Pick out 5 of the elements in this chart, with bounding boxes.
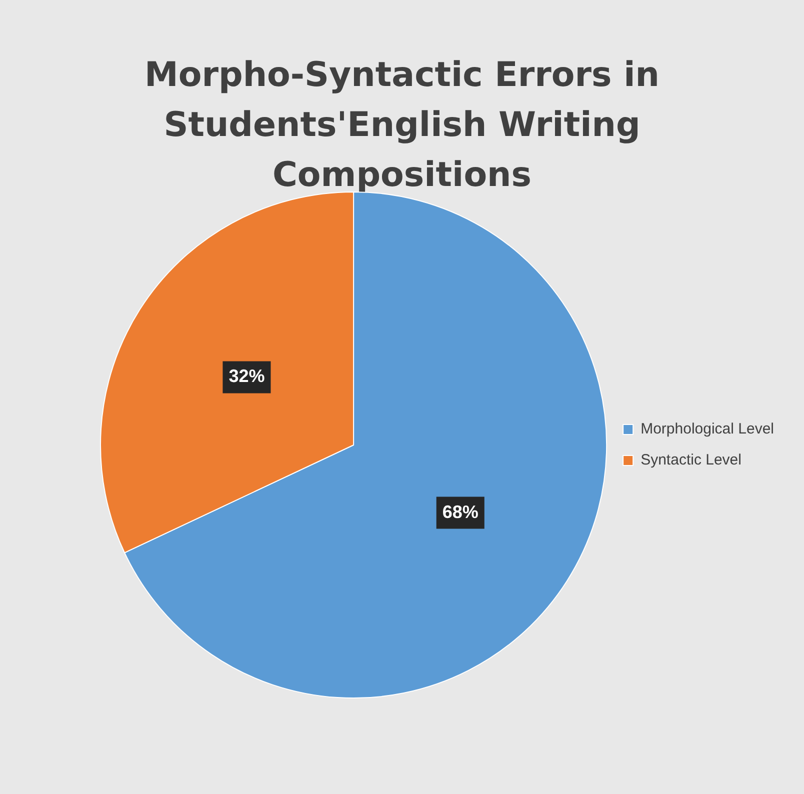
legend-label: Morphological Level — [640, 420, 774, 438]
data-label: 32% — [228, 366, 265, 386]
legend-label: Syntactic Level — [640, 452, 742, 469]
chart-title: Morpho-Syntactic Errors in Students'English Writing Compositions — [144, 54, 660, 197]
data-label: 68% — [442, 502, 478, 522]
